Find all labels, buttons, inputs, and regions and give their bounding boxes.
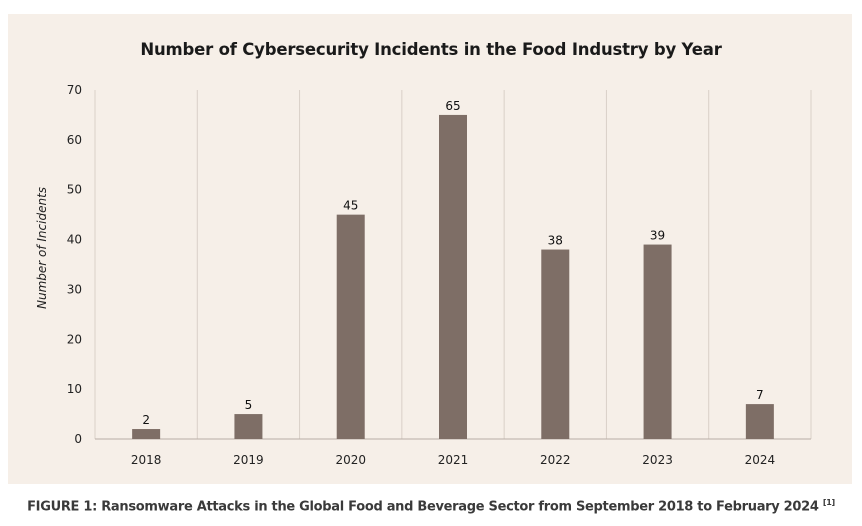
bar (643, 244, 672, 439)
bar (234, 414, 263, 439)
y-tick-label: 10 (67, 382, 82, 396)
data-label: 39 (650, 229, 665, 243)
x-tick-label: 2023 (642, 453, 673, 467)
chart-panel (8, 14, 852, 484)
caption-text: FIGURE 1: Ransomware Attacks in the Glob… (27, 499, 819, 515)
y-tick-label: 50 (67, 183, 82, 197)
x-tick-label: 2024 (745, 453, 776, 467)
data-label: 45 (343, 199, 358, 213)
bar (132, 429, 161, 439)
figure-caption: FIGURE 1: Ransomware Attacks in the Glob… (0, 498, 862, 514)
data-label: 5 (245, 398, 253, 412)
x-tick-label: 2022 (540, 453, 571, 467)
bar (541, 249, 570, 439)
bar (336, 214, 365, 439)
y-axis-label: Number of Incidents (35, 187, 49, 309)
caption-reference: [1] (822, 498, 835, 507)
bar (439, 114, 467, 439)
x-tick-label: 2018 (131, 453, 162, 467)
data-label: 7 (756, 388, 764, 402)
bar (745, 404, 774, 439)
data-label: 38 (548, 234, 563, 248)
y-tick-label: 0 (74, 432, 82, 446)
x-tick-label: 2019 (233, 453, 264, 467)
x-tick-label: 2021 (438, 453, 469, 467)
data-label: 2 (142, 413, 150, 427)
chart-title: Number of Cybersecurity Incidents in the… (140, 40, 722, 59)
y-tick-label: 30 (67, 282, 82, 296)
y-tick-label: 70 (67, 83, 82, 97)
y-tick-label: 60 (67, 133, 82, 147)
y-tick-label: 40 (67, 233, 82, 247)
data-label: 65 (445, 99, 460, 113)
y-tick-label: 20 (67, 332, 82, 346)
x-tick-label: 2020 (335, 453, 366, 467)
